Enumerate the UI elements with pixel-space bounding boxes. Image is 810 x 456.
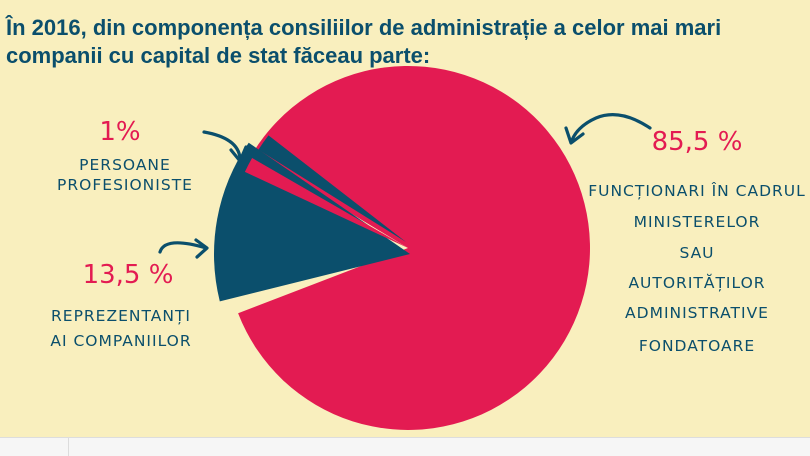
slice-label-professionals-line-1: PERSOANE	[79, 156, 171, 174]
curved-arrow-icon	[564, 126, 585, 145]
slice-label-ministry-officials-line-5: ADMINISTRATIVE	[625, 304, 769, 322]
slice-label-ministry-officials-line-4: AUTORITĂȚILOR	[628, 273, 765, 292]
pie-slice-ministry-officials-edge	[244, 158, 408, 248]
curved-arrow-icon	[194, 238, 209, 259]
slice-label-ministry-officials-line-1: FUNCȚIONARI ÎN CADRUL	[588, 181, 806, 200]
curved-arrow-icon	[202, 130, 242, 160]
slice-label-ministry-officials-line-2: MINISTERELOR	[634, 213, 761, 231]
slice-label-company-reps-line-2: AI COMPANIILOR	[50, 332, 191, 350]
pie-slice-company-reps	[213, 142, 410, 302]
slice-label-professionals-line-2: PROFESIONISTE	[57, 176, 193, 194]
chart-title-line-1: În 2016, din componența consiliilor de a…	[6, 15, 722, 40]
bottom-toolbar	[0, 437, 810, 456]
curved-arrow-icon	[229, 145, 248, 163]
curved-arrow-icon	[570, 113, 652, 142]
pie-slices	[213, 65, 590, 430]
slice-label-company-reps-line-1: REPREZENTANȚI	[51, 307, 191, 325]
pie-slice-ministry-officials	[238, 65, 590, 430]
slice-label-ministry-officials-line-3: SAU	[679, 244, 714, 262]
slice-value-label-company-reps: 13,5 %	[83, 260, 174, 290]
slice-value-label-professionals: 1%	[99, 117, 140, 147]
slice-value-label-ministry-officials: 85,5 %	[652, 127, 743, 157]
toolbar-divider	[68, 438, 69, 456]
pie-chart: 1% PERSOANE PROFESIONISTE 13,5 % REPREZE…	[50, 65, 806, 430]
chart-title: În 2016, din componența consiliilor de a…	[6, 14, 806, 70]
slice-label-ministry-officials-line-6: FONDATOARE	[639, 337, 755, 355]
chart-title-line-2: companii cu capital de stat făceau parte…	[6, 43, 431, 68]
curved-arrow-icon	[158, 241, 208, 254]
pie-slice-professionals	[258, 135, 406, 242]
top-accent-strip	[0, 0, 810, 4]
